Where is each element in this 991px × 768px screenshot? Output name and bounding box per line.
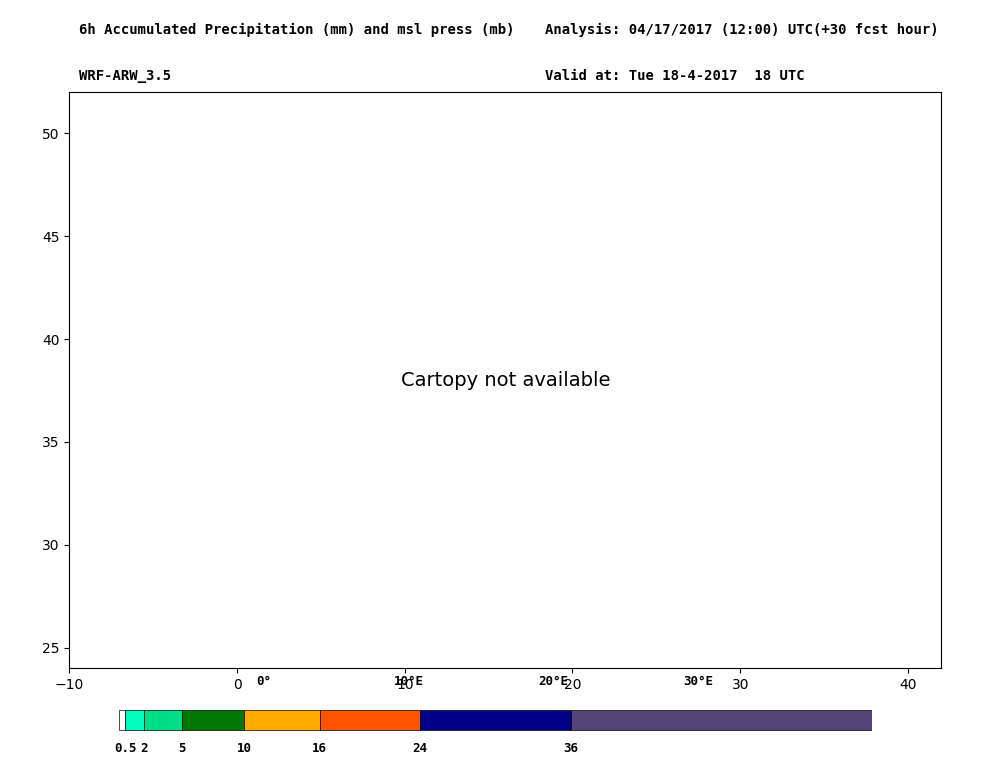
Text: 30°E: 30°E <box>683 674 714 687</box>
Text: 36: 36 <box>563 743 579 756</box>
Text: 16: 16 <box>312 743 327 756</box>
Text: 0°: 0° <box>257 674 272 687</box>
Text: 24: 24 <box>412 743 428 756</box>
Text: 2: 2 <box>141 743 148 756</box>
Bar <box>125 710 144 730</box>
Text: Analysis: 04/17/2017 (12:00) UTC(+30 fcst hour): Analysis: 04/17/2017 (12:00) UTC(+30 fcs… <box>545 23 938 37</box>
Text: 20°E: 20°E <box>538 674 569 687</box>
Text: 6h Accumulated Precipitation (mm) and msl press (mb): 6h Accumulated Precipitation (mm) and ms… <box>79 23 514 37</box>
Bar <box>245 710 320 730</box>
Text: 10°E: 10°E <box>393 674 423 687</box>
Bar <box>144 710 181 730</box>
Bar <box>320 710 420 730</box>
Bar <box>119 710 125 730</box>
Bar <box>420 710 571 730</box>
Bar <box>571 710 872 730</box>
Bar <box>181 710 245 730</box>
Text: Valid at: Tue 18-4-2017  18 UTC: Valid at: Tue 18-4-2017 18 UTC <box>545 69 805 83</box>
Text: 0.5: 0.5 <box>114 743 137 756</box>
Text: 10: 10 <box>237 743 252 756</box>
Text: 5: 5 <box>178 743 185 756</box>
Text: Cartopy not available: Cartopy not available <box>400 371 610 389</box>
Text: WRF-ARW_3.5: WRF-ARW_3.5 <box>79 69 171 83</box>
